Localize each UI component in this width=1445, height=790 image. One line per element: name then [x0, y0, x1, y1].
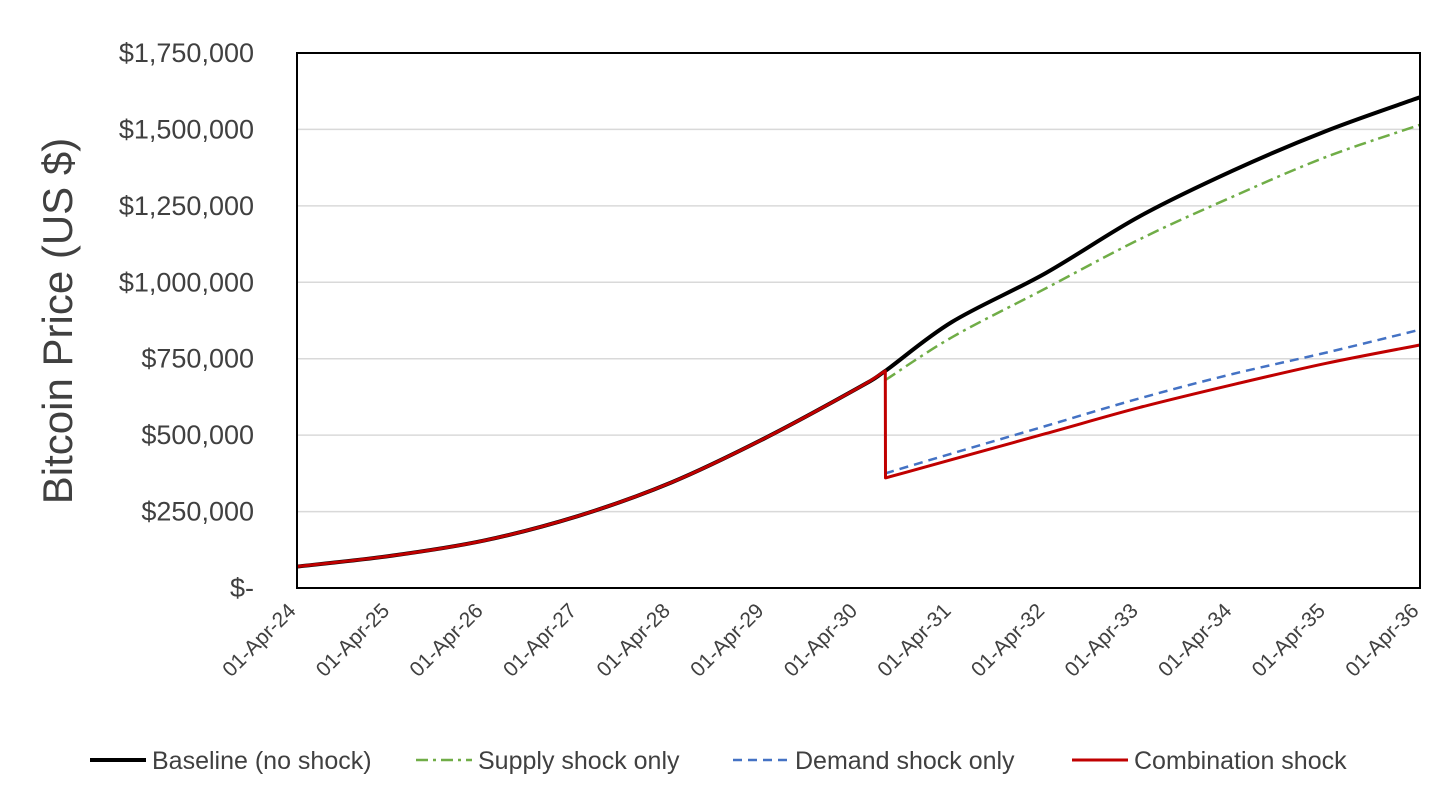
x-tick-label: 01-Apr-28 [593, 599, 675, 681]
y-tick-label: $500,000 [141, 420, 254, 450]
x-tick-label: 01-Apr-26 [405, 599, 487, 681]
legend-label: Combination shock [1134, 747, 1347, 775]
gridlines [297, 128, 1420, 513]
y-tick-label: $750,000 [141, 344, 254, 374]
series-line [296, 95, 1421, 569]
y-tick-label: $1,250,000 [119, 191, 254, 221]
y-tick-label: $1,500,000 [119, 114, 254, 144]
y-axis-label: Bitcoin Price (US $) [34, 138, 81, 504]
x-axis-tick-labels: 01-Apr-24 01-Apr-25 01-Apr-26 01-Apr-27 01-A… [218, 599, 1423, 682]
y-axis-tick-labels: $- $250,000 $500,000 $750,000 $1,000,000 $1,2… [119, 38, 254, 603]
x-tick-label: 01-Apr-32 [967, 599, 1049, 681]
x-tick-label: 01-Apr-27 [499, 599, 581, 681]
y-tick-label: $1,000,000 [119, 267, 254, 297]
legend-label: Baseline (no shock) [152, 747, 372, 775]
series-line [296, 343, 1421, 569]
series-line [884, 328, 1421, 475]
x-tick-label: 01-Apr-35 [1248, 599, 1330, 681]
series-line [884, 123, 1421, 382]
x-tick-label: 01-Apr-31 [873, 599, 955, 681]
legend-label: Demand shock only [795, 747, 1015, 775]
x-tick-label: 01-Apr-24 [218, 599, 301, 682]
series-lines [296, 95, 1421, 569]
x-tick-label: 01-Apr-36 [1341, 599, 1423, 681]
x-tick-label: 01-Apr-33 [1060, 599, 1142, 681]
y-tick-label: $250,000 [141, 497, 254, 527]
x-tick-label: 01-Apr-29 [686, 599, 768, 681]
x-tick-label: 01-Apr-30 [780, 599, 862, 681]
plot-area-frame [296, 52, 1421, 589]
x-tick-label: 01-Apr-25 [312, 599, 394, 681]
x-tick-label: 01-Apr-34 [1154, 599, 1237, 682]
y-tick-label: $1,750,000 [119, 38, 254, 68]
legend-label: Supply shock only [478, 747, 680, 775]
y-tick-label: $- [230, 573, 254, 603]
legend: Baseline (no shock) Supply shock only Dema… [90, 747, 1347, 775]
